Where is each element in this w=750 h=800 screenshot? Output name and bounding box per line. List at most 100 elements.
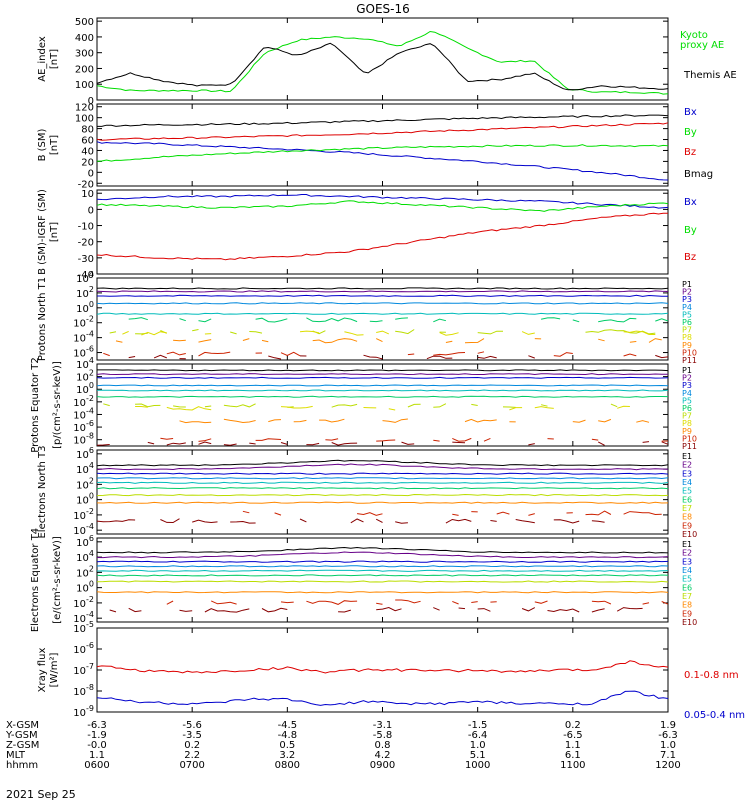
series-line-p10 <box>433 439 440 442</box>
series-line-p11 <box>477 355 497 359</box>
footer-ephemeris: X-GSMY-GSMZ-GSMMLThhmm-6.3-1.9-0.01.1060… <box>5 720 681 771</box>
y-tick-label: 104 <box>76 549 94 564</box>
y-tick-exponent: 2 <box>89 285 94 294</box>
series-line-p9 <box>242 338 250 341</box>
series-line-p10 <box>325 438 339 441</box>
footer-row-label: Z-GSM <box>6 740 39 751</box>
series-line-p8 <box>141 331 167 336</box>
series-line-p11 <box>166 442 186 446</box>
legend-label: E4 <box>682 478 692 487</box>
footer-value: 1.0 <box>660 740 676 751</box>
y-axis-label: Electrons North T3 <box>37 445 48 538</box>
legend-label: E7 <box>682 504 692 513</box>
series-line-p8 <box>166 406 212 411</box>
legend-label: 0.1-0.8 nm <box>684 670 739 681</box>
series-line-p10 <box>103 352 110 357</box>
series-line-bz <box>96 212 668 261</box>
series-line-e5 <box>96 481 669 484</box>
y-tick-label: 0 <box>88 96 94 107</box>
series-line-e10 <box>109 609 117 613</box>
legend-label: P7 <box>682 326 692 335</box>
series-line-by <box>96 144 669 162</box>
series-line-p4 <box>96 302 669 305</box>
footer-value: 2.2 <box>184 750 200 761</box>
y-tick-label: 102 <box>76 285 94 300</box>
panel-legend: 0.1-0.8 nm 0.05-0.4 nm <box>684 670 745 721</box>
series-line-p8 <box>299 330 320 334</box>
series-line-p8 <box>135 406 148 408</box>
y-axis-unit: [nT] <box>49 135 60 155</box>
y-tick-label: 102 <box>76 476 94 491</box>
series-line-p6 <box>306 317 358 323</box>
series-line-p8 <box>388 408 396 411</box>
series-line-p11 <box>331 442 358 446</box>
y-axis-unit: [e/(cm²-s-sr-keV)] <box>52 536 63 624</box>
series-line-p11 <box>96 444 110 446</box>
y-tick-label: 10-2 <box>73 595 94 610</box>
series-line-e9 <box>210 600 237 605</box>
series-line-p10 <box>407 353 415 356</box>
series-line-e9 <box>591 600 612 605</box>
series-line-e10 <box>338 609 351 613</box>
series-line-p1 <box>96 287 669 290</box>
y-axis-label: B (SM) <box>37 128 48 161</box>
legend-label: P1 <box>682 280 692 289</box>
legend-label: E8 <box>682 601 692 610</box>
series-line-p6 <box>96 395 669 398</box>
legend-label: By <box>684 127 697 138</box>
legend-label: E9 <box>682 609 692 618</box>
y-axis-unit: [nT] <box>49 222 60 242</box>
series-line-bx <box>96 194 669 209</box>
legend-label: Bz <box>684 147 696 158</box>
series-line-p9 <box>319 418 345 423</box>
series-line-p8 <box>623 330 656 335</box>
series-line-e10 <box>547 608 580 613</box>
footer-value: 1.1 <box>89 750 105 761</box>
y-tick-exponent: 0 <box>89 492 94 501</box>
y-axis-label: Protons Equator T2 <box>30 357 41 453</box>
legend-label: P3 <box>682 295 692 304</box>
y-tick-label: 10-2 <box>73 507 94 522</box>
series-line-p11 <box>452 441 466 444</box>
series-line-p11 <box>280 442 288 445</box>
y-tick-exponent: 4 <box>89 270 94 279</box>
footer-value: -1.9 <box>87 730 107 741</box>
panel-legend: Bx By Bz Bmag <box>684 107 713 180</box>
series-line-e10 <box>128 607 142 613</box>
series-line-e10 <box>490 520 497 522</box>
y-tick-exponent: -4 <box>86 406 94 415</box>
footer-value: -5.6 <box>182 720 202 731</box>
series-line-p5 <box>96 312 669 315</box>
series-line-e10 <box>350 518 364 524</box>
footer-value: 1.0 <box>470 740 486 751</box>
y-tick-exponent: -6 <box>86 345 94 354</box>
series-line-p11 <box>363 354 383 360</box>
series-line-p7 <box>395 329 415 335</box>
y-tick-label: -30 <box>78 254 94 265</box>
series-line-p7 <box>173 405 186 408</box>
legend-label: P5 <box>682 396 692 405</box>
series-line-p2 <box>96 373 668 376</box>
footer-value: 0.8 <box>375 740 391 751</box>
series-line-e9 <box>452 600 459 605</box>
y-tick-exponent: 6 <box>89 446 94 455</box>
series-line-p11 <box>528 443 535 446</box>
footer-value: -4.5 <box>278 720 298 731</box>
series-line-p9 <box>382 418 408 423</box>
series-line-p9 <box>312 338 358 344</box>
series-line-e9 <box>585 510 612 516</box>
legend-label: P4 <box>682 303 692 312</box>
series-line-e9 <box>661 601 669 605</box>
series-line-p8 <box>534 406 554 409</box>
y-tick-label: -40 <box>78 270 94 281</box>
y-axis-label: Electrons Equator T4 <box>30 528 41 632</box>
y-tick-exponent: -4 <box>86 522 94 531</box>
y-tick-label: 300 <box>75 49 94 60</box>
y-tick-exponent: -4 <box>86 610 94 619</box>
series-line-p3 <box>96 376 669 379</box>
legend-label: 0.05-0.4 nm <box>684 710 745 721</box>
